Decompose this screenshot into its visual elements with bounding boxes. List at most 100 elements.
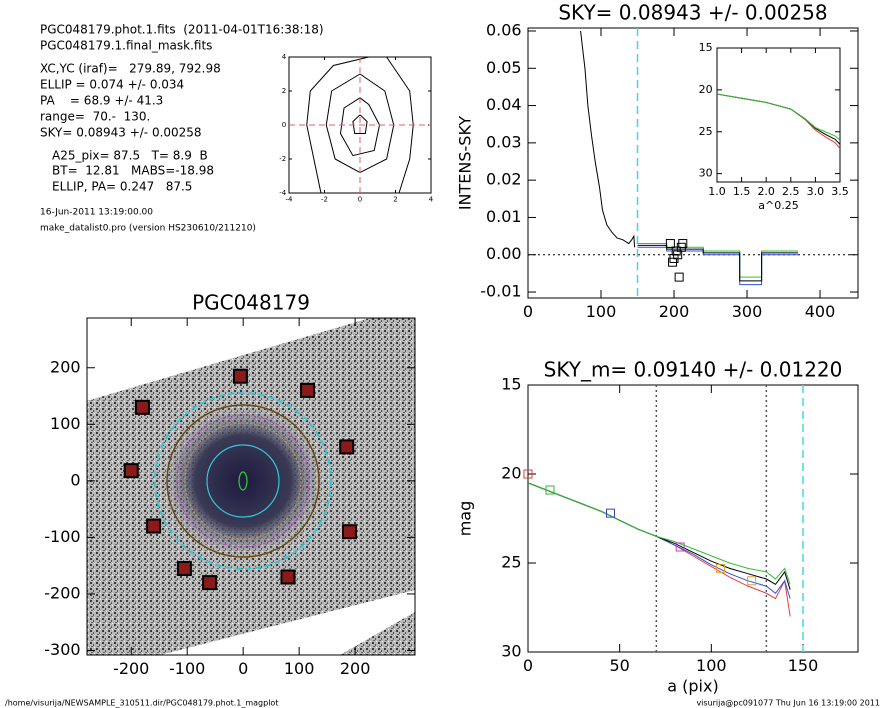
plot-frame [716,47,841,183]
marker [545,485,555,495]
y-tick-label: 0 [282,121,286,129]
marker [342,524,358,540]
info-line: make_datalist0.pro (version HS230610/211… [40,224,256,234]
marker [300,382,316,398]
info-line: 16-Jun-2011 13:19:00.00 [40,208,153,218]
x-tick-label: 200 [659,302,690,321]
y-tick-label: 2 [282,87,286,95]
y-tick-label: 20 [501,464,521,483]
y-tick-label: 0.01 [486,207,522,226]
y-tick-label: 0 [70,470,80,489]
marker [665,239,675,249]
info-line: PGC048179.1.final_mask.fits [40,39,212,53]
chart-title: PGC048179 [192,291,310,315]
y-tick-label: 100 [50,414,81,433]
y-tick-label: -0.01 [480,282,521,301]
contour [306,56,369,194]
y-tick-label: 0.02 [486,170,522,189]
marker [523,469,533,479]
plot-frame [527,27,859,299]
x-tick-label: -100 [169,659,205,678]
y-tick-label: 25 [501,553,521,572]
marker [747,576,757,586]
info-block: PGC048179.phot.1.fits (2011-04-01T16:38:… [40,23,324,234]
galaxy-image [87,318,415,655]
marker [146,518,162,534]
series-line [527,482,791,617]
marker [668,257,678,267]
info-line: ELLIP, PA= 0.247 87.5 [52,180,192,194]
marker [716,563,725,573]
info-line: PA = 68.9 +/- 41.3 [40,94,163,108]
y-axis-label: mag [456,501,475,537]
marker [232,368,248,384]
marker [339,439,355,455]
x-tick-label: 1.5 [733,185,751,198]
y-tick-label: 15 [501,375,521,394]
info-line: XC,YC (iraf)= 279.89, 792.98 [40,62,221,76]
series-line [527,482,791,585]
contour [352,114,368,134]
x-tick-label: 0 [358,195,362,203]
y-tick-label: 0.05 [486,58,522,77]
x-tick-label: 100 [586,302,617,321]
y-tick-label: 4 [282,53,287,61]
marker [176,560,192,576]
y-tick-label: 20 [699,83,713,96]
x-tick-label: 100 [696,656,727,675]
x-tick-label: 300 [732,302,763,321]
marker [123,463,139,479]
x-tick-label: 150 [788,656,819,675]
series-line [527,482,791,590]
marker [675,542,685,552]
y-tick-label: -300 [44,640,80,659]
y-tick-label: 0.04 [486,95,522,114]
footer-stamp: visurija@pc091077 Thu Jun 16 13:19:00 20… [696,699,880,708]
info-line: PGC048179.phot.1.fits (2011-04-01T16:38:… [40,23,324,37]
x-tick-label: 200 [340,659,371,678]
x-axis-label: a^0.25 [758,199,798,212]
x-tick-label: 2.0 [757,185,775,198]
footer-path: /home/visurija/NEWSAMPLE_310511.dir/PGC0… [5,699,278,708]
series-line [527,482,791,599]
x-tick-label: -2 [321,195,328,203]
y-tick-label: -100 [44,527,80,546]
y-tick-label: 0.06 [486,20,522,39]
x-tick-label: -200 [113,659,149,678]
y-tick-label: -2 [279,155,286,163]
chart-title: SKY_m= 0.09140 +/- 0.01220 [544,358,843,382]
info-line: range= 70.- 130. [40,110,150,124]
marker [678,239,688,249]
series-line [716,93,841,141]
y-tick-label: 15 [699,41,713,54]
x-tick-label: 0 [523,656,533,675]
info-line: ELLIP = 0.074 +/- 0.034 [40,78,184,92]
y-tick-label: 30 [501,642,521,661]
info-line: BT= 12.81 MABS=-18.98 [52,164,214,178]
marker [606,508,615,518]
marker [671,246,681,256]
x-tick-label: 100 [284,659,315,678]
y-tick-label: 200 [50,357,81,376]
series-line [580,30,636,248]
y-tick-label: 30 [699,167,713,180]
series-line [716,93,841,149]
x-axis-label: a (pix) [667,677,718,696]
plot-frame [86,317,416,656]
x-tick-label: 0 [523,302,533,321]
marker [134,399,150,415]
x-tick-label: 3.5 [831,185,849,198]
chart-title: SKY= 0.08943 +/- 0.00258 [558,1,827,25]
x-tick-label: 50 [609,656,629,675]
x-tick-label: 0 [238,659,248,678]
info-line: A25_pix= 87.5 T= 8.9 B [52,149,208,163]
x-tick-label: 400 [805,302,836,321]
x-tick-label: 2.5 [782,185,800,198]
contour [339,97,381,157]
y-tick-label: 0.00 [486,244,522,263]
series-line [637,243,799,278]
marker [280,569,296,585]
x-tick-label: 2 [393,195,397,203]
y-tick-label: 0.03 [486,132,522,151]
